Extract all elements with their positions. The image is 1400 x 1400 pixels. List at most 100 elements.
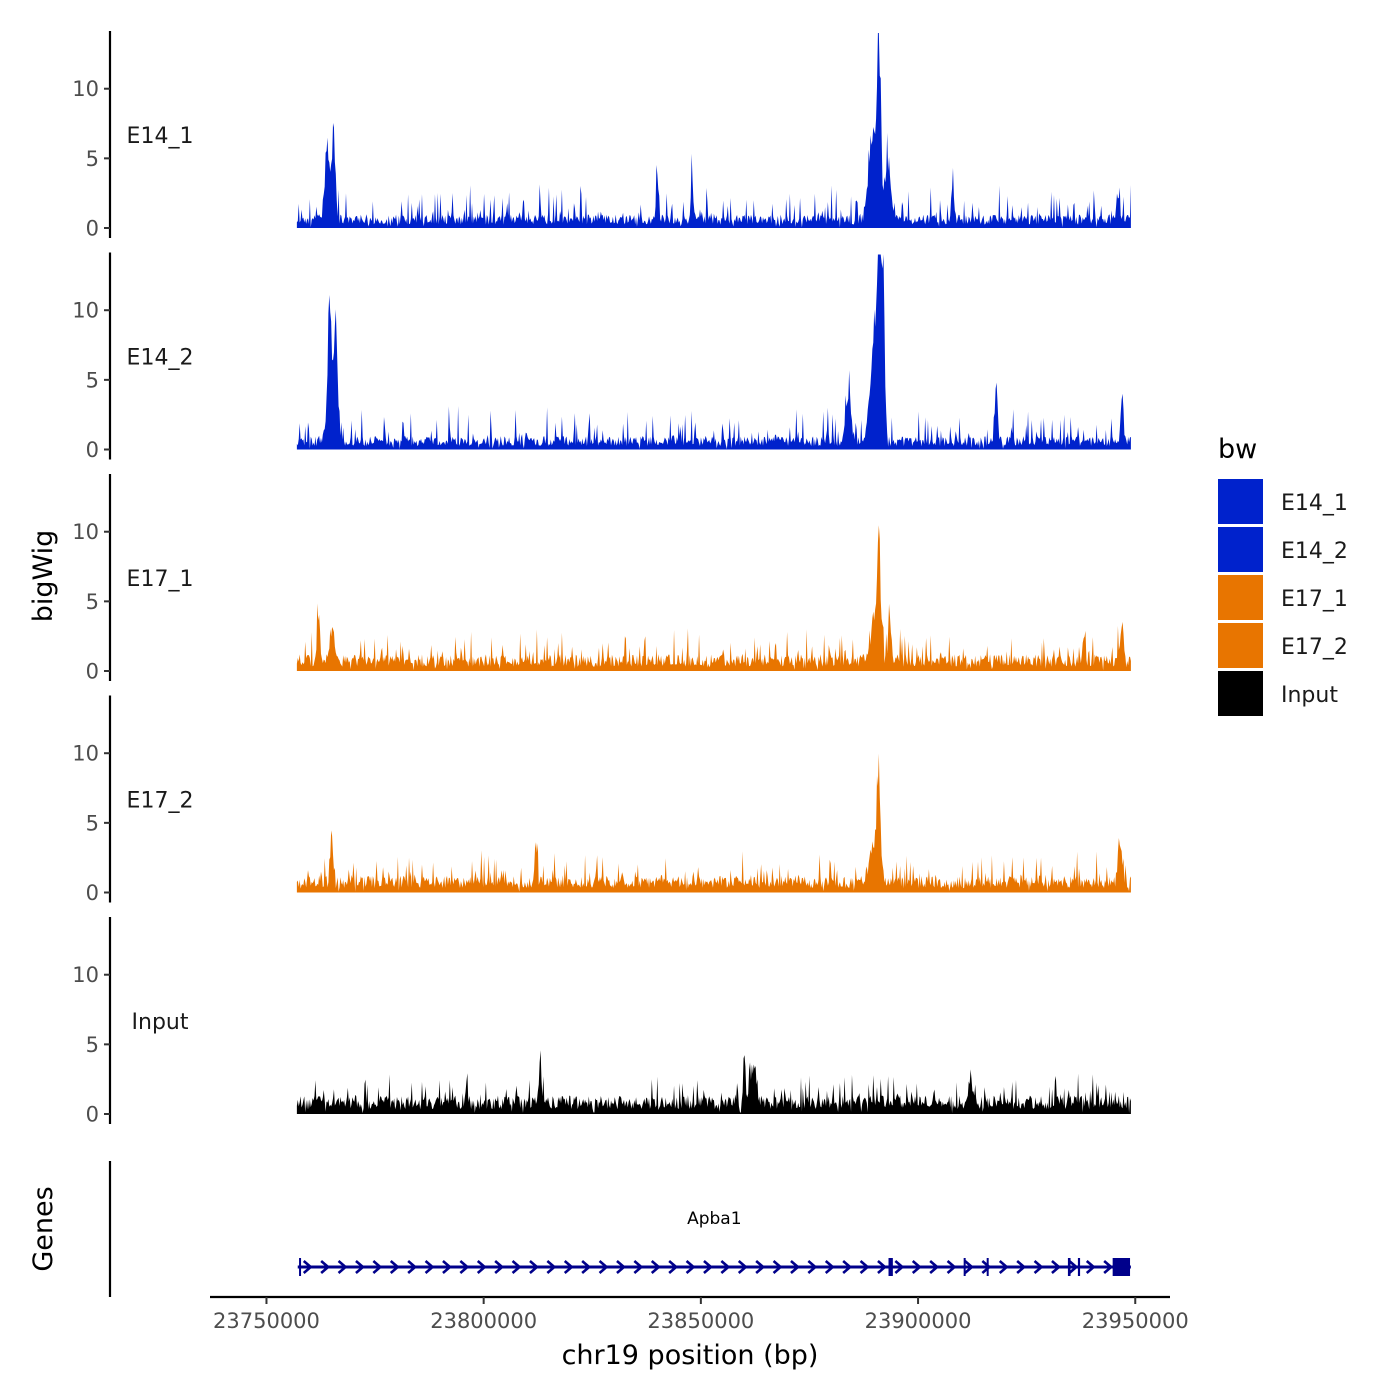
- strand-arrow: [337, 1260, 348, 1274]
- legend-swatch-Input: [1218, 671, 1263, 716]
- coverage-area-E14_1: [296, 33, 1131, 228]
- legend-label-Input: Input: [1281, 683, 1338, 708]
- strand-arrow: [859, 1260, 870, 1274]
- strand-arrow: [964, 1260, 974, 1274]
- y-tick-label: 10: [72, 299, 99, 323]
- y-axis-title: bigWig: [28, 530, 59, 623]
- track-label-E14_2: E14_2: [127, 346, 194, 371]
- strand-arrow: [633, 1260, 644, 1274]
- legend: bw E14_1 E14_2 E17_1 E17_2 Input: [1218, 434, 1348, 716]
- track-E17_1: 0 5 10 E17_1: [72, 474, 1131, 684]
- y-tick-label: 10: [72, 963, 99, 987]
- strand-arrow: [981, 1260, 992, 1274]
- coverage-tracks: 0 5 10 E14_1 0 5 10 E14_2 0 5 10 E17_1 0 5 10 E17_2 0 5 10…: [72, 31, 1131, 1127]
- coverage-area-Input: [296, 1050, 1131, 1114]
- strand-arrow: [302, 1260, 313, 1274]
- strand-arrow: [476, 1260, 487, 1274]
- strand-arrow: [720, 1260, 731, 1274]
- gene-label: Apba1: [687, 1209, 741, 1229]
- strand-arrow: [877, 1260, 887, 1274]
- strand-arrow: [581, 1260, 592, 1274]
- track-E17_2: 0 5 10 E17_2: [72, 695, 1131, 905]
- track-label-Input: Input: [132, 1010, 189, 1035]
- strand-arrow: [650, 1260, 661, 1274]
- x-tick-label: 23800000: [430, 1309, 537, 1333]
- legend-swatch-E17_2: [1218, 623, 1263, 668]
- strand-arrow: [1068, 1260, 1079, 1274]
- strand-arrow: [494, 1260, 505, 1274]
- strand-arrow: [1033, 1260, 1044, 1274]
- legend-swatch-E17_1: [1218, 575, 1263, 620]
- strand-arrow: [563, 1260, 574, 1274]
- y-tick-label: 10: [72, 742, 99, 766]
- strand-arrow: [372, 1260, 383, 1274]
- x-axis: 23750000 23800000 23850000 23900000 23950000: [210, 1295, 1189, 1333]
- genes-axis-title: Genes: [28, 1186, 59, 1271]
- strand-arrow: [807, 1260, 818, 1274]
- y-tick-label: 5: [86, 811, 99, 835]
- y-tick-label: 5: [86, 590, 99, 614]
- exon: [299, 1258, 302, 1276]
- strand-arrow: [755, 1260, 766, 1274]
- exon: [963, 1258, 966, 1276]
- y-tick-label: 5: [86, 368, 99, 392]
- legend-title: bw: [1218, 434, 1257, 465]
- y-tick-label: 5: [86, 1033, 99, 1057]
- strand-arrow: [842, 1260, 853, 1274]
- y-tick-label: 0: [86, 660, 99, 684]
- strand-arrow: [911, 1260, 922, 1274]
- strand-arrow: [894, 1260, 905, 1274]
- strand-arrow: [442, 1260, 452, 1274]
- legend-label-E17_1: E17_1: [1281, 587, 1348, 612]
- strand-arrow: [946, 1260, 957, 1274]
- strand-arrow: [1103, 1260, 1114, 1274]
- strand-arrow: [355, 1260, 365, 1274]
- strand-arrow: [546, 1260, 557, 1274]
- strand-arrow: [424, 1260, 435, 1274]
- strand-arrow: [685, 1260, 696, 1274]
- strand-arrow: [668, 1260, 679, 1274]
- strand-arrow: [1051, 1260, 1061, 1274]
- track-E14_2: 0 5 10 E14_2: [72, 252, 1131, 462]
- strand-arrow: [1085, 1260, 1096, 1274]
- track-label-E17_1: E17_1: [127, 567, 194, 592]
- legend-label-E14_2: E14_2: [1281, 539, 1348, 564]
- strand-arrow: [790, 1260, 800, 1274]
- y-tick-label: 5: [86, 147, 99, 171]
- x-tick-label: 23850000: [647, 1309, 754, 1333]
- exon: [1067, 1258, 1071, 1276]
- gene-track: Apba1: [108, 1161, 1131, 1297]
- track-E14_1: 0 5 10 E14_1: [72, 31, 1131, 241]
- strand-arrow: [737, 1260, 748, 1274]
- legend-label-E17_2: E17_2: [1281, 635, 1348, 660]
- y-tick-label: 0: [86, 438, 99, 462]
- strand-arrow: [459, 1260, 470, 1274]
- coverage-area-E14_2: [296, 254, 1131, 450]
- strand-arrow: [772, 1260, 783, 1274]
- legend-label-E14_1: E14_1: [1281, 491, 1348, 516]
- strand-arrow: [320, 1260, 331, 1274]
- legend-swatch-E14_2: [1218, 527, 1263, 572]
- x-tick-label: 23750000: [213, 1309, 320, 1333]
- y-tick-label: 10: [72, 77, 99, 101]
- coverage-area-E17_1: [296, 525, 1131, 671]
- strand-arrow: [616, 1260, 626, 1274]
- strand-arrow: [1016, 1260, 1027, 1274]
- exon: [1077, 1258, 1081, 1276]
- strand-arrow: [929, 1260, 940, 1274]
- y-tick-label: 10: [72, 520, 99, 544]
- track-label-E17_2: E17_2: [127, 789, 194, 814]
- track-label-E14_1: E14_1: [127, 124, 194, 149]
- strand-arrow: [407, 1260, 418, 1274]
- strand-arrow: [998, 1260, 1009, 1274]
- legend-swatch-E14_1: [1218, 479, 1263, 524]
- x-tick-label: 23950000: [1082, 1309, 1189, 1333]
- strand-arrow: [703, 1260, 713, 1274]
- strand-arrow: [598, 1260, 609, 1274]
- strand-arrow: [824, 1260, 835, 1274]
- x-axis-title: chr19 position (bp): [562, 1340, 819, 1371]
- y-tick-label: 0: [86, 881, 99, 905]
- y-tick-label: 0: [86, 217, 99, 241]
- strand-arrow: [511, 1260, 522, 1274]
